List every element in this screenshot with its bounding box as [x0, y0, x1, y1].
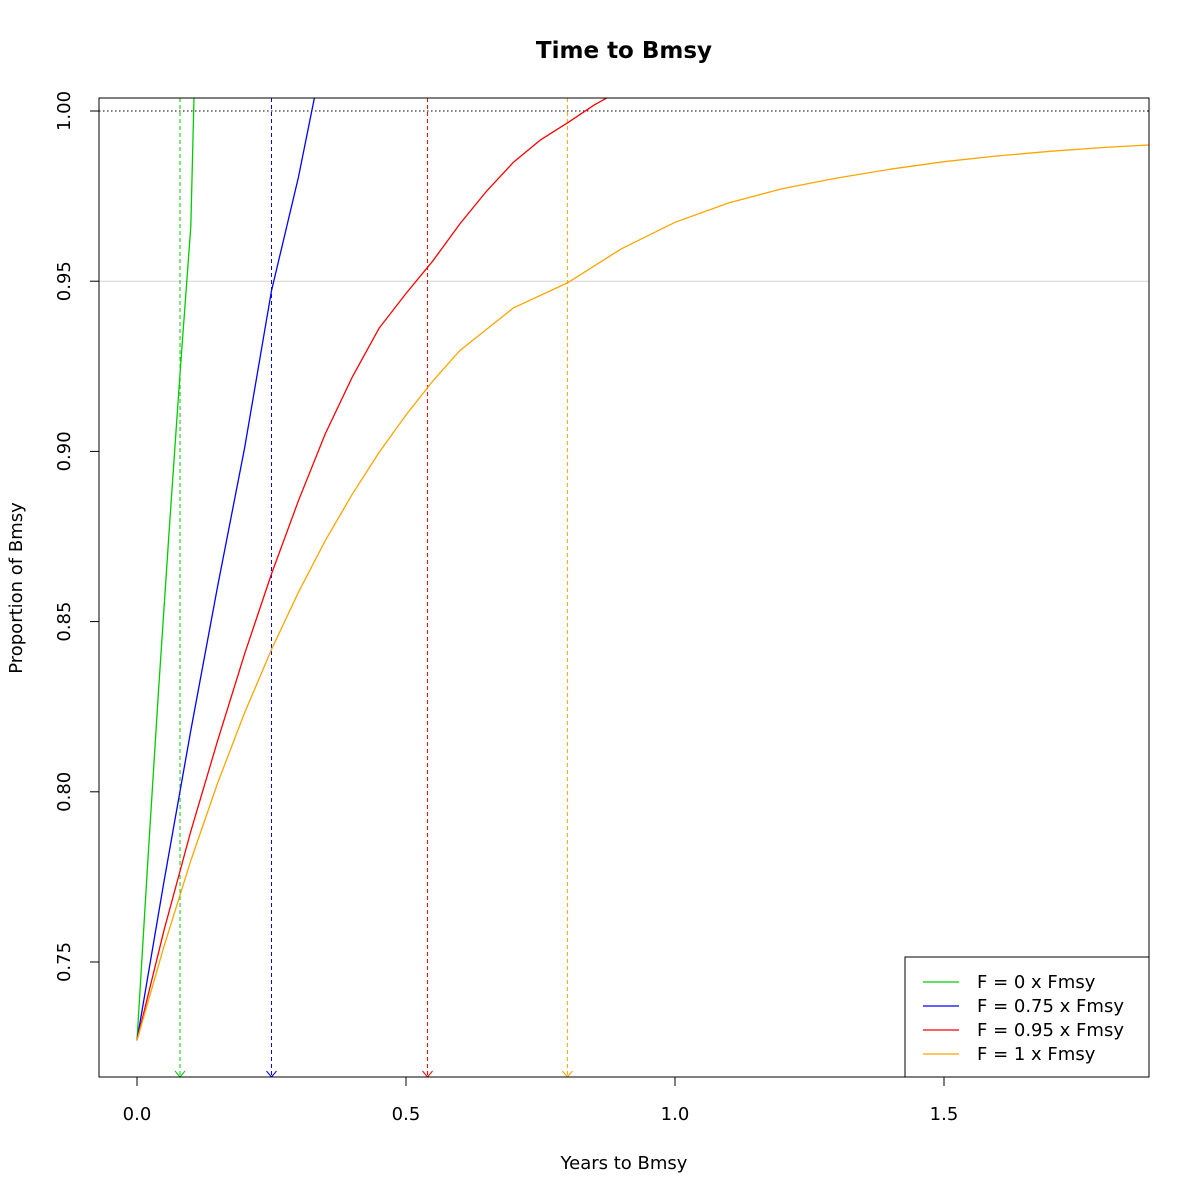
y-tick-label: 0.95: [54, 261, 75, 301]
y-tick-label: 0.90: [54, 431, 75, 471]
x-axis-label: Years to Bmsy: [560, 1153, 688, 1174]
legend-label: F = 0.95 x Fmsy: [977, 1020, 1124, 1041]
plot-area: [99, 98, 1149, 1077]
legend-label: F = 0.75 x Fmsy: [977, 996, 1124, 1017]
legend-label: F = 1 x Fmsy: [977, 1044, 1096, 1065]
time-marker-arrow: [422, 1070, 433, 1077]
series-line: [136, 144, 1149, 1041]
series-line: [136, 98, 195, 1041]
plot-frame: [98, 97, 1150, 1078]
time-marker-arrow: [562, 1070, 573, 1077]
axes: 0.0 0.5 1.0 1.5 0.75 0.80 0.85 0.90 0.95 1.00: [54, 91, 1150, 1125]
x-tick-label: 0.0: [123, 1104, 152, 1125]
time-marker-arrow: [174, 1070, 186, 1077]
y-axis-label: Proportion of Bmsy: [6, 502, 27, 674]
time-marker-arrow: [266, 1070, 277, 1077]
y-tick-label: 0.75: [54, 942, 75, 982]
y-tick-label: 0.85: [54, 602, 75, 642]
chart-title: Time to Bmsy: [536, 38, 712, 64]
y-tick-label: 0.80: [54, 772, 75, 812]
y-tick-label: 1.00: [54, 91, 75, 131]
legend: F = 0 x Fmsy F = 0.75 x Fmsy F = 0.95 x Fm…: [904, 956, 1150, 1078]
legend-box: [904, 956, 1150, 1078]
series-line: [136, 98, 609, 1041]
x-tick-label: 1.5: [930, 1104, 959, 1125]
x-tick-label: 0.5: [392, 1104, 421, 1125]
x-tick-label: 1.0: [661, 1104, 690, 1125]
legend-label: F = 0 x Fmsy: [977, 972, 1096, 993]
series-line: [136, 98, 316, 1041]
